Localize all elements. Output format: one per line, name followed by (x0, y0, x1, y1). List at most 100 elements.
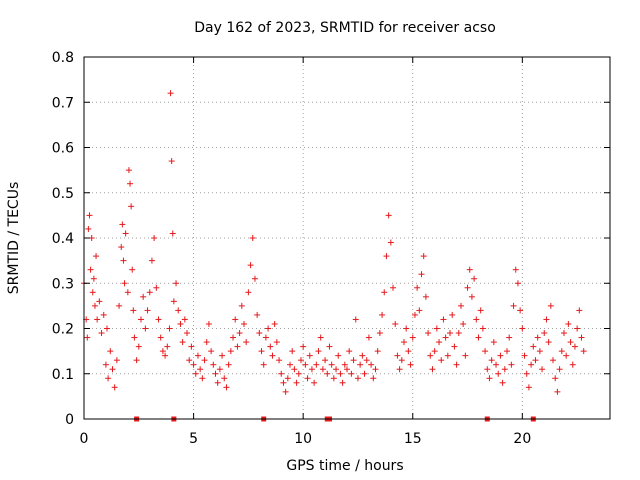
y-tick-label: 0.5 (52, 186, 74, 202)
data-point (119, 221, 126, 228)
data-point (398, 357, 405, 364)
data-point (104, 325, 111, 332)
data-point (86, 212, 93, 219)
data-point (297, 357, 304, 364)
data-point (387, 239, 394, 246)
data-point (512, 266, 519, 273)
data-point (471, 275, 478, 282)
data-point (409, 334, 416, 341)
y-tick-label: 0.1 (52, 367, 74, 383)
data-point (223, 384, 230, 391)
data-point (262, 334, 269, 341)
data-point (379, 311, 386, 318)
data-point (105, 375, 112, 382)
data-point (192, 370, 199, 377)
data-point (328, 361, 335, 368)
data-point (291, 366, 298, 373)
data-point (554, 388, 561, 395)
data-point (267, 343, 274, 350)
data-point (238, 302, 245, 309)
data-point (427, 352, 434, 359)
data-point (464, 284, 471, 291)
data-point (245, 289, 252, 296)
data-point (348, 370, 355, 377)
data-point (442, 334, 449, 341)
data-point (552, 375, 559, 382)
data-point (234, 343, 241, 350)
data-point (403, 325, 410, 332)
data-point (89, 289, 96, 296)
data-point (530, 343, 537, 350)
data-point (210, 361, 217, 368)
data-point (468, 293, 475, 300)
data-point (170, 298, 177, 305)
data-point (128, 203, 135, 210)
data-point (130, 307, 137, 314)
data-point (374, 348, 381, 355)
data-point (304, 375, 311, 382)
data-point (98, 330, 105, 337)
data-point (578, 334, 585, 341)
data-point (100, 311, 107, 318)
data-point (300, 343, 307, 350)
data-point (319, 366, 326, 373)
data-point (90, 275, 97, 282)
data-point (282, 388, 289, 395)
data-point (447, 330, 454, 337)
data-point (359, 352, 366, 359)
data-point (159, 348, 166, 355)
data-point (506, 334, 513, 341)
data-point (284, 375, 291, 382)
data-point (247, 262, 254, 269)
data-point (333, 366, 340, 373)
data-point (113, 357, 120, 364)
data-point (444, 352, 451, 359)
data-point (569, 361, 576, 368)
data-point (440, 316, 447, 323)
data-point (339, 379, 346, 386)
data-point (431, 348, 438, 355)
data-point (227, 348, 234, 355)
data-point (390, 284, 397, 291)
data-point (534, 334, 541, 341)
data-point (142, 325, 149, 332)
data-point (102, 361, 109, 368)
data-point (514, 280, 521, 287)
data-point (137, 316, 144, 323)
data-point (411, 311, 418, 318)
data-point (370, 375, 377, 382)
data-point (361, 370, 368, 377)
data-point (254, 311, 261, 318)
x-axis-ticks: 0 5 10 15 20 (80, 57, 531, 447)
data-point (216, 366, 223, 373)
data-point (341, 361, 348, 368)
data-point (493, 361, 500, 368)
data-point (249, 235, 256, 241)
data-point (157, 334, 164, 341)
data-point (155, 316, 162, 323)
data-point (232, 316, 239, 323)
data-point (278, 370, 285, 377)
data-point (111, 384, 118, 391)
data-point (208, 348, 215, 355)
data-point (186, 357, 193, 364)
data-point (177, 320, 184, 327)
data-point (84, 334, 91, 341)
data-point (188, 343, 195, 350)
data-point (330, 375, 337, 382)
data-point (545, 339, 552, 346)
data-point (146, 289, 153, 296)
data-point (457, 302, 464, 309)
data-point (201, 357, 208, 364)
data-point (455, 330, 462, 337)
data-point (499, 379, 506, 386)
data-point (547, 302, 554, 309)
data-point (129, 266, 136, 273)
data-point (295, 370, 302, 377)
data-point (541, 330, 548, 337)
data-point (326, 343, 333, 350)
data-point (525, 384, 532, 391)
data-point (151, 235, 158, 241)
data-point (519, 325, 526, 332)
